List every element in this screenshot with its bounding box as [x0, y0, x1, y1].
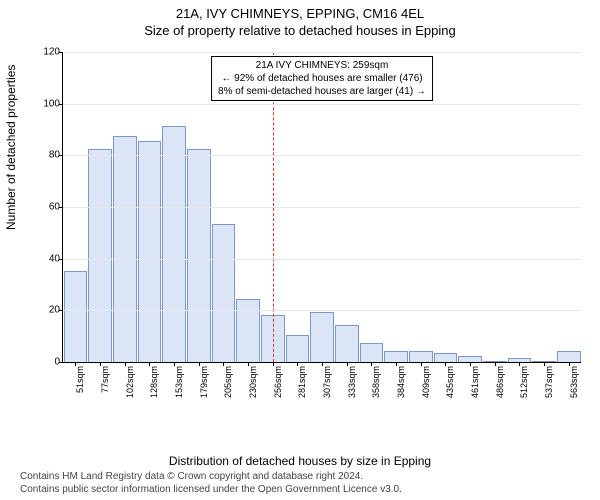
annotation-line1: 21A IVY CHIMNEYS: 259sqm: [218, 59, 426, 72]
y-axis-label: Number of detached properties: [4, 65, 18, 230]
bar: [212, 224, 236, 362]
x-ticks-group: 51sqm 77sqm 102sqm 128sqm 153sqm 179sqm 205sqm…: [63, 362, 581, 412]
bar: [409, 351, 433, 362]
y-tick-label: 100: [38, 98, 63, 109]
x-tick-slot: 205sqm: [211, 362, 236, 412]
bar: [434, 353, 458, 362]
x-tick-label: 205sqm: [223, 366, 233, 398]
x-tick-slot: 179sqm: [186, 362, 211, 412]
footer-line1: Contains HM Land Registry data © Crown c…: [20, 471, 402, 484]
x-tick-slot: 333sqm: [334, 362, 359, 412]
x-tick-label: 435sqm: [445, 366, 455, 398]
x-tick-label: 563sqm: [569, 366, 579, 398]
x-tick-slot: 128sqm: [137, 362, 162, 412]
x-tick-slot: 537sqm: [532, 362, 557, 412]
plot-area: 51sqm77sqm102sqm128sqm153sqm179sqm205sqm…: [62, 52, 581, 363]
x-tick-label: 307sqm: [322, 366, 332, 398]
x-tick-slot: 307sqm: [310, 362, 335, 412]
x-tick-label: 281sqm: [297, 366, 307, 398]
y-tick-label: 20: [38, 305, 63, 316]
y-tick-label: 0: [38, 357, 63, 368]
x-tick-slot: 512sqm: [507, 362, 532, 412]
x-tick-slot: 281sqm: [285, 362, 310, 412]
x-tick-slot: 51sqm: [63, 362, 88, 412]
y-tick-label: 40: [38, 253, 63, 264]
chart-container: 51sqm 77sqm 102sqm 128sqm 153sqm 179sqm 205sqm…: [38, 52, 580, 412]
x-tick-label: 102sqm: [125, 366, 135, 398]
footer-attribution: Contains HM Land Registry data © Crown c…: [20, 471, 402, 496]
bar: [286, 335, 310, 362]
x-tick-slot: 77sqm: [88, 362, 113, 412]
chart-subtitle: Size of property relative to detached ho…: [0, 21, 600, 38]
x-tick-label: 179sqm: [199, 366, 209, 398]
annotation-line3: 8% of semi-detached houses are larger (4…: [218, 85, 426, 98]
x-tick-label: 486sqm: [495, 366, 505, 398]
x-tick-slot: 435sqm: [433, 362, 458, 412]
x-tick-label: 230sqm: [248, 366, 258, 398]
x-tick-slot: 486sqm: [482, 362, 507, 412]
bar: [557, 351, 581, 362]
y-tick-label: 80: [38, 150, 63, 161]
x-tick-label: 333sqm: [347, 366, 357, 398]
gridline: [63, 259, 581, 260]
annotation-line2: ← 92% of detached houses are smaller (47…: [218, 72, 426, 85]
x-tick-label: 51sqm: [75, 366, 85, 393]
x-tick-label: 153sqm: [174, 366, 184, 398]
bar: [360, 343, 384, 362]
x-axis-label: Distribution of detached houses by size …: [0, 454, 600, 468]
chart-main-title: 21A, IVY CHIMNEYS, EPPING, CM16 4EL: [0, 0, 600, 21]
y-tick-label: 120: [38, 47, 63, 58]
bar: [236, 299, 260, 362]
x-tick-label: 128sqm: [149, 366, 159, 398]
bar: [335, 325, 359, 362]
x-tick-slot: 256sqm: [260, 362, 285, 412]
x-tick-slot: 153sqm: [162, 362, 187, 412]
x-tick-label: 77sqm: [100, 366, 110, 393]
gridline: [63, 155, 581, 156]
bar: [113, 136, 137, 362]
gridline: [63, 207, 581, 208]
annotation-box: 21A IVY CHIMNEYS: 259sqm ← 92% of detach…: [211, 56, 433, 101]
bar: [310, 312, 334, 362]
gridline: [63, 310, 581, 311]
footer-line2: Contains public sector information licen…: [20, 484, 402, 497]
x-tick-slot: 102sqm: [112, 362, 137, 412]
bar: [138, 141, 162, 362]
x-tick-label: 256sqm: [273, 366, 283, 398]
x-tick-slot: 358sqm: [359, 362, 384, 412]
x-tick-label: 512sqm: [519, 366, 529, 398]
bar: [162, 126, 186, 362]
gridline: [63, 104, 581, 105]
x-tick-slot: 384sqm: [384, 362, 409, 412]
x-tick-label: 409sqm: [421, 366, 431, 398]
x-tick-slot: 230sqm: [236, 362, 261, 412]
x-tick-slot: 461sqm: [458, 362, 483, 412]
bar: [64, 271, 88, 362]
x-tick-slot: 563sqm: [556, 362, 581, 412]
x-tick-label: 384sqm: [396, 366, 406, 398]
gridline: [63, 52, 581, 53]
bar: [384, 351, 408, 362]
bar: [88, 149, 112, 362]
x-tick-label: 461sqm: [470, 366, 480, 398]
x-tick-label: 537sqm: [544, 366, 554, 398]
y-tick-label: 60: [38, 202, 63, 213]
x-tick-label: 358sqm: [371, 366, 381, 398]
x-tick-slot: 409sqm: [408, 362, 433, 412]
bar: [187, 149, 211, 362]
